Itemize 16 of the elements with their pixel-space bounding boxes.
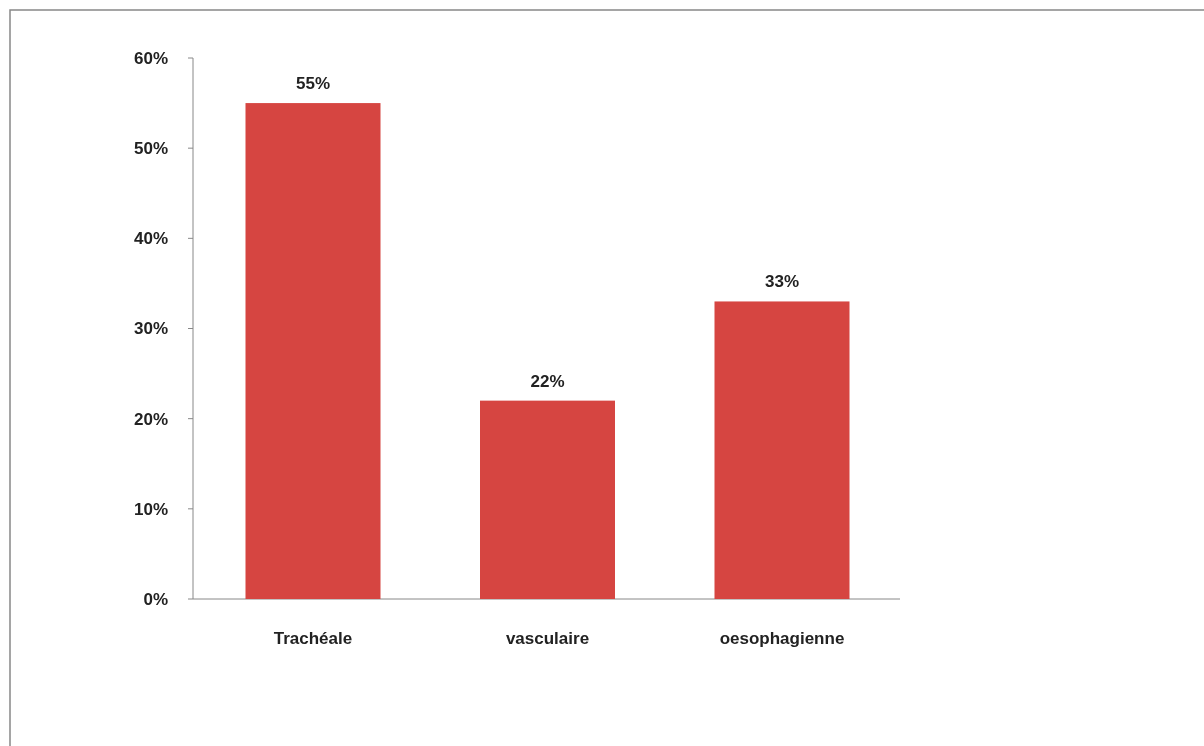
x-tick-label: Trachéale [273,629,353,648]
x-tick-label: vasculaire [505,629,590,648]
data-label: 22% [530,371,565,391]
y-tick-label: 10% [133,499,168,519]
y-tick-label: 30% [133,319,168,339]
bar [480,400,615,599]
data-label: 33% [764,272,800,292]
data-label: 55% [295,74,331,94]
bar [714,301,850,599]
bar [245,103,381,599]
y-tick-label: 40% [133,229,168,249]
y-tick-label: 20% [133,409,168,429]
y-tick-label: 50% [133,139,168,159]
y-tick-label: 0% [143,589,168,609]
x-tick-label: oesophagienne [719,629,845,648]
y-tick-label: 60% [133,48,168,68]
